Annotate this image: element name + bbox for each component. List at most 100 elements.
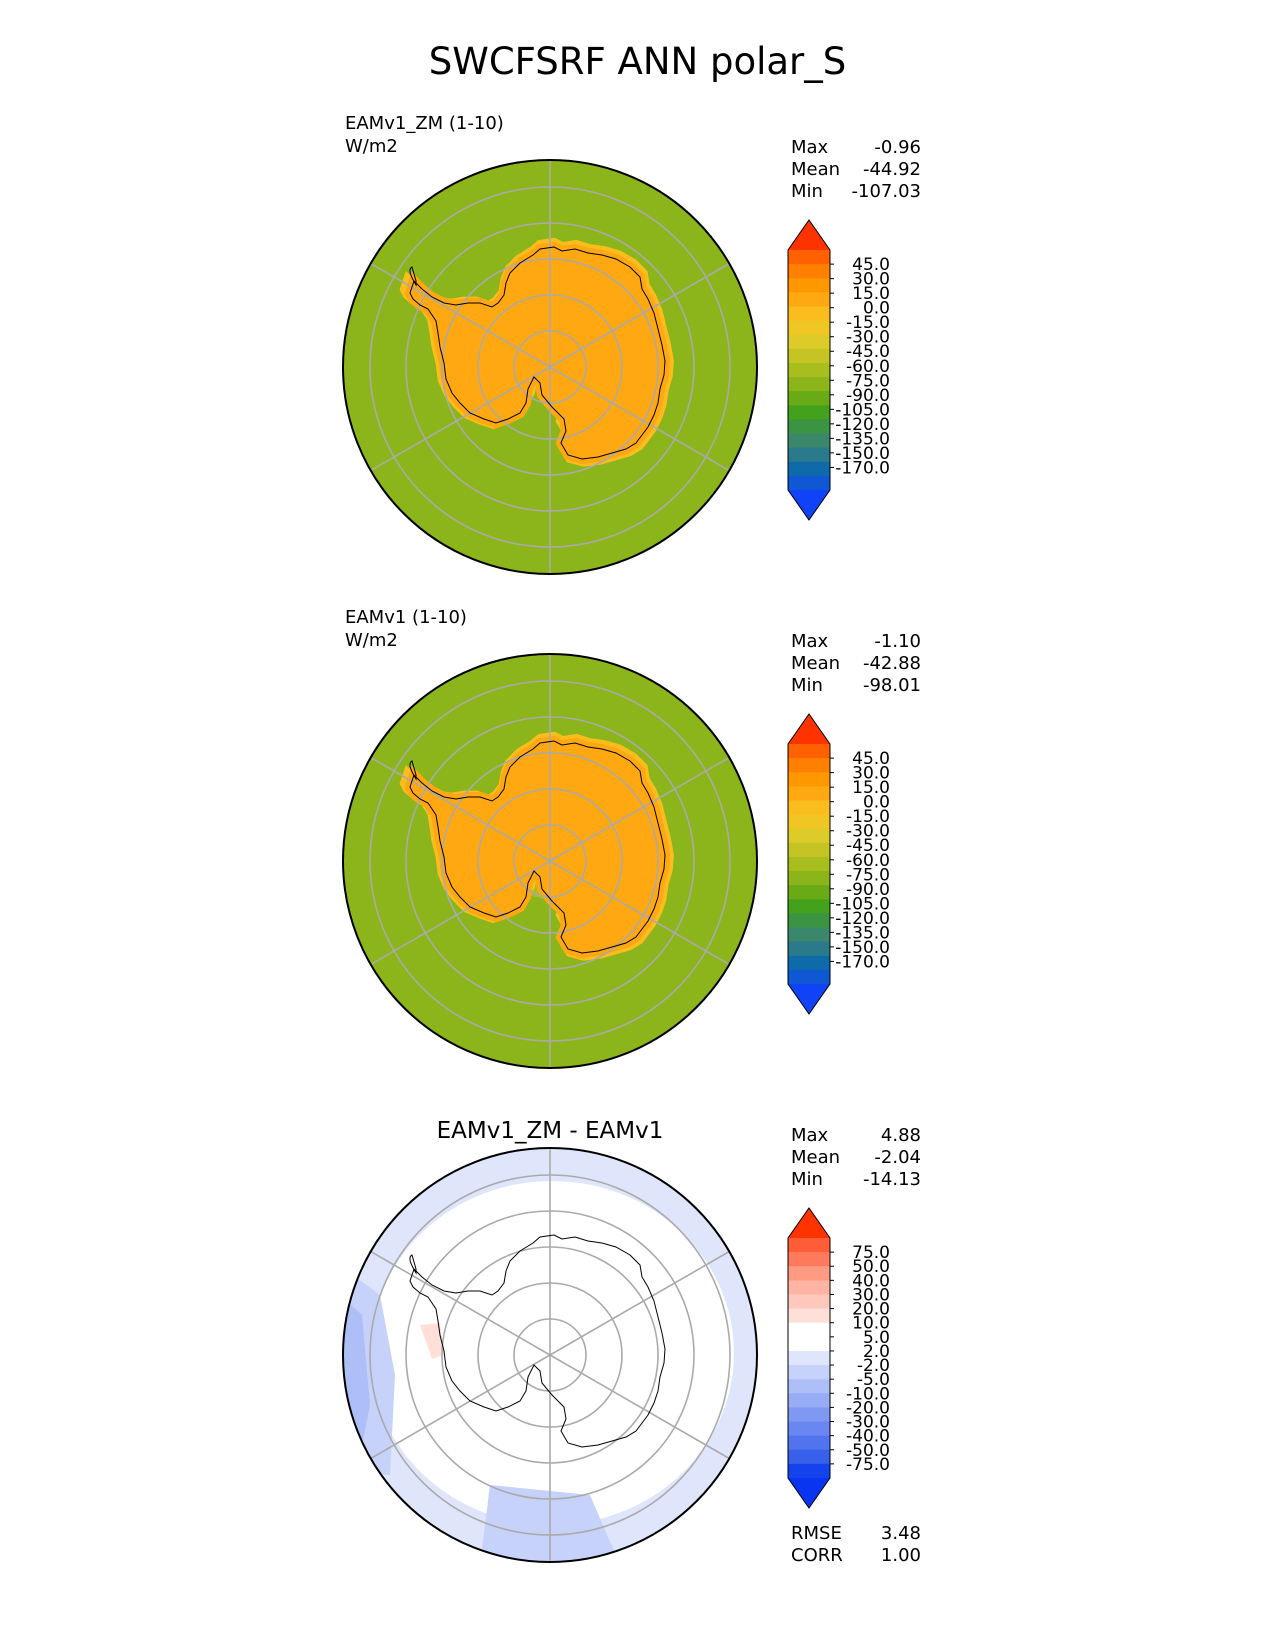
colorbar-tick-label: 45.0 [852,749,890,769]
colorbar-segment [788,447,830,463]
panel1-min: -107.03 [851,181,921,202]
panel1-units: W/m2 [345,136,398,157]
corr-label: CORR [791,1545,843,1566]
map-border [342,1147,758,1563]
meridian-line [549,366,730,472]
colorbar-segment [788,348,830,364]
colorbar-tick-label: -45.0 [846,836,890,856]
colorbar-segment [788,306,830,322]
colorbar-segment [788,758,830,773]
coastline [409,1234,666,1448]
colorbar-tick-label: 45.0 [852,255,890,275]
meridian-line [370,262,551,368]
colorbar-segment [788,419,830,435]
colorbar-segment [788,1266,830,1281]
colorbar-segment [788,292,830,307]
colorbar-segment [788,899,830,914]
colorbar-tick-label: 0.0 [863,299,890,319]
graticule [369,654,731,1068]
colorbar-segment [788,1393,830,1408]
colorbar-tick-label: 30.0 [852,764,890,784]
figure-title: SWCFSRF ANN polar_S [428,40,847,83]
meridian-line [370,756,551,862]
colorbar-segment [788,362,830,378]
colorbar-tick-label: 15.0 [852,284,890,304]
colorbar-segment [788,786,830,801]
colorbar-tick-label: 50.0 [852,1257,890,1277]
panel2-stats: Max -1.10 Mean -42.88 Min -98.01 [791,631,921,697]
colorbar-segment [788,772,830,787]
colorbar-segment [788,1449,830,1465]
colorbar-tick-label: 10.0 [852,1314,890,1334]
colorbar-segment [788,927,830,943]
colorbar-segment [788,885,830,900]
colorbar-extend-top [788,714,830,744]
colorbar-segment [788,1294,830,1310]
panel1-title: EAMv1_ZM (1-10) [345,113,504,134]
colorbar-tick-label: -45.0 [846,342,890,362]
stat-label-mean: Mean [791,159,841,180]
colorbar-segment [788,1365,830,1380]
meridian-line [370,1250,551,1356]
colorbar-segment [788,828,830,844]
colorbar-outline [787,713,831,1015]
panel1-stats: Max -0.96 Mean -44.92 Min -107.03 [791,137,921,203]
panel3-stats: Max 4.88 Mean -2.04 Min -14.13 [791,1125,921,1191]
panel3-mean: -2.04 [874,1147,921,1168]
colorbar-tick-label: -135.0 [835,923,890,943]
colorbar-tick-label: 30.0 [852,1285,890,1305]
colorbar-segment [788,377,830,392]
colorbar-segment [788,334,830,350]
colorbar-segment [788,475,830,491]
colorbar-tick-label: 75.0 [852,1243,890,1263]
colorbar-extend-bottom [788,490,830,520]
colorbar-tick-label: -60.0 [846,357,890,377]
stat-label-mean: Mean [791,1147,841,1168]
colorbar-segment [788,405,830,420]
colorbar-tick-label: -135.0 [835,429,890,449]
colorbar-tick-label: -30.0 [846,328,890,348]
colorbar-tick-label: 30.0 [852,270,890,290]
colorbar-segment [788,1435,830,1451]
colorbar-segment [788,814,830,830]
colorbar-tick-label: -30.0 [846,1413,890,1433]
colorbar-tick-label: 15.0 [852,778,890,798]
colorbar-tick-label: -120.0 [835,909,890,929]
colorbar-segment [788,1238,830,1253]
colorbar-segment [788,1322,830,1338]
colorbar-segment [788,433,830,449]
colorbar-tick-label: 5.0 [863,1328,890,1348]
panel3-rmse: 3.48 [880,1523,921,1544]
colorbar-tick-label: -15.0 [846,807,890,827]
panel1-polar-map [342,159,758,575]
colorbar-segment [788,1336,830,1352]
colorbar-tick-label: -75.0 [846,865,890,885]
colorbar-segment [788,391,830,406]
meridian-line [549,262,730,368]
colorbar-tick-label: -105.0 [835,400,890,420]
colorbar-segment [788,1379,830,1394]
colorbar-outline [787,219,831,521]
coastline [409,740,666,954]
colorbar-tick-label: 20.0 [852,1300,890,1320]
colorbar-segment [788,913,830,929]
panel3-colorbar: 75.050.040.030.020.010.05.02.0-2.0-5.0-1… [787,1207,890,1509]
map-border [342,653,758,1069]
colorbar-segment [788,941,830,957]
colorbar-tick-label: 0.0 [863,793,890,813]
colorbar-tick-label: -150.0 [835,938,890,958]
meridian-line [549,1354,730,1460]
panel1-colorbar: 45.030.015.00.0-15.0-30.0-45.0-60.0-75.0… [787,219,890,521]
colorbar-extend-bottom [788,1478,830,1508]
coastline [409,246,666,460]
panel3-max: 4.88 [880,1125,921,1146]
panel3-metrics: RMSE 3.48 CORR 1.00 [791,1523,921,1567]
colorbar-tick-label: -170.0 [835,952,890,972]
colorbar-tick-label: -30.0 [846,822,890,842]
stat-label-min: Min [791,1169,823,1190]
panel3-title: EAMv1_ZM - EAMv1 [436,1118,664,1144]
colorbar-segment [788,250,830,265]
colorbar-tick-label: 2.0 [863,1342,890,1362]
colorbar-tick-label: -150.0 [835,444,890,464]
colorbar-segment [788,856,830,872]
